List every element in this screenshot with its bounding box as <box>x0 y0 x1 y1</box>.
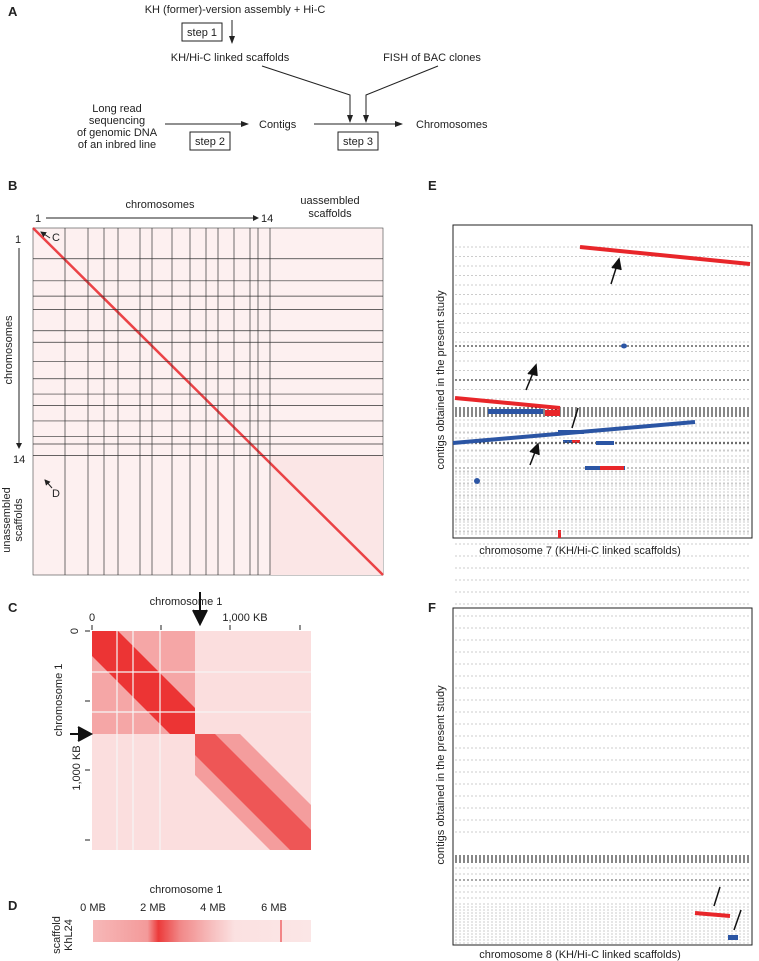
blue-alignment <box>728 935 738 940</box>
c-marker-arrow <box>40 231 51 239</box>
step1-label: step 1 <box>187 27 217 39</box>
scaffold-heatmap-strip <box>93 920 311 942</box>
linked-scaffolds-text: KH/Hi-C linked scaffolds <box>171 52 290 64</box>
panel-c-label: C <box>8 600 18 615</box>
long-read-line: sequencing <box>89 115 145 127</box>
c-marker: C <box>52 232 60 244</box>
panel-d-y-label: KhL24 <box>63 919 75 951</box>
red-alignment <box>694 911 731 918</box>
x-tick: 2 MB <box>140 902 166 914</box>
panel-e: E contigs obtained in the present study … <box>428 178 753 557</box>
panel-f-y-label: contigs obtained in the present study <box>435 685 447 865</box>
contig-gridlines <box>455 423 750 944</box>
blue-alignment <box>596 441 614 445</box>
dotplot-f-frame <box>452 607 753 946</box>
left-axis-start: 1 <box>15 234 21 246</box>
fish-text: FISH of BAC clones <box>383 52 481 64</box>
panel-e-x-label: chromosome 7 (KH/Hi-C linked scaffolds) <box>479 545 681 557</box>
panel-f-label: F <box>428 600 436 615</box>
arrow-annotation <box>610 257 622 285</box>
arrow-annotation <box>529 442 540 466</box>
red-alignment <box>579 245 751 266</box>
left-unassembled-label: scaffolds <box>13 498 25 542</box>
arrow-annotation <box>733 909 742 931</box>
d-marker: D <box>52 488 60 500</box>
panel-c-y-label: chromosome 1 <box>53 664 65 737</box>
x-tick: 0 MB <box>80 902 106 914</box>
x-tick: 6 MB <box>261 902 287 914</box>
dotplot-e-frame <box>452 224 753 539</box>
arrow-annotation <box>571 407 579 429</box>
contig-gridlines <box>455 246 750 535</box>
long-read-line: of genomic DNA <box>77 127 158 139</box>
linked-to-step3-arrow <box>261 65 353 123</box>
panel-a-label: A <box>8 4 18 19</box>
heatmap-diagonal-band <box>92 631 195 734</box>
panel-d-y-label: scaffold <box>51 916 63 954</box>
panel-e-label: E <box>428 178 437 193</box>
panel-d-label: D <box>8 898 17 913</box>
red-alignment <box>454 396 561 410</box>
top-arrow <box>192 592 208 627</box>
blue-alignment <box>452 420 696 445</box>
x-tick: 1,000 KB <box>222 612 267 624</box>
step2-box <box>189 131 231 151</box>
heatmap-diagonal <box>32 227 384 576</box>
panel-c: C chromosome 1 0 1,000 KB 0 1,000 KB chr… <box>8 592 311 850</box>
chromosomes-text: Chromosomes <box>416 119 488 131</box>
former-assembly-text: KH (former)-version assembly + Hi-C <box>145 4 326 16</box>
red-alignments <box>545 410 624 538</box>
x-tick: 0 <box>89 612 95 624</box>
y-tick: 1,000 KB <box>71 745 83 790</box>
step3-box <box>337 131 379 151</box>
contigs-text: Contigs <box>259 119 297 131</box>
panel-c-title: chromosome 1 <box>150 596 223 608</box>
left-axis-end: 14 <box>13 454 25 466</box>
fish-to-step3-arrow <box>363 65 439 123</box>
left-arrow <box>70 726 94 742</box>
x-tick: 4 MB <box>200 902 226 914</box>
chromosome-grid <box>33 228 383 575</box>
axis-start: 1 <box>35 213 41 225</box>
arrow-annotation <box>525 363 538 391</box>
panel-d: D chromosome 1 0 MB 2 MB 4 MB 6 MB scaff… <box>8 884 311 954</box>
unassembled-top-label: scaffolds <box>308 208 352 220</box>
d-marker-arrow <box>44 479 53 489</box>
left-chromosomes-label: chromosomes <box>3 315 15 385</box>
step2-label: step 2 <box>195 136 225 148</box>
left-unassembled-label: unassembled <box>1 487 13 552</box>
axis-ticks <box>85 625 301 841</box>
long-read-line: Long read <box>92 103 142 115</box>
step1-box <box>181 22 223 42</box>
panel-b-label: B <box>8 178 17 193</box>
panel-a: A KH (former)-version assembly + Hi-C st… <box>8 4 488 151</box>
long-read-line: of an inbred line <box>78 139 156 151</box>
gap-lines <box>92 631 311 850</box>
panel-e-y-label: contigs obtained in the present study <box>435 290 447 470</box>
y-tick: 0 <box>69 628 81 634</box>
panel-d-title: chromosome 1 <box>150 884 223 896</box>
arrow-annotation <box>713 886 721 907</box>
heatmap-diagonal-halo <box>195 734 311 850</box>
unassembled-top-label: uassembled <box>300 195 359 207</box>
chromosomes-axis-title: chromosomes <box>125 199 195 211</box>
step3-label: step 3 <box>343 136 373 148</box>
panel-f-x-label: chromosome 8 (KH/Hi-C linked scaffolds) <box>479 949 681 961</box>
panel-b: B chromosomes 1 14 uassembled scaffolds … <box>1 178 384 576</box>
panel-f: F contigs obtained in the present study … <box>428 420 753 961</box>
axis-end: 14 <box>261 213 273 225</box>
